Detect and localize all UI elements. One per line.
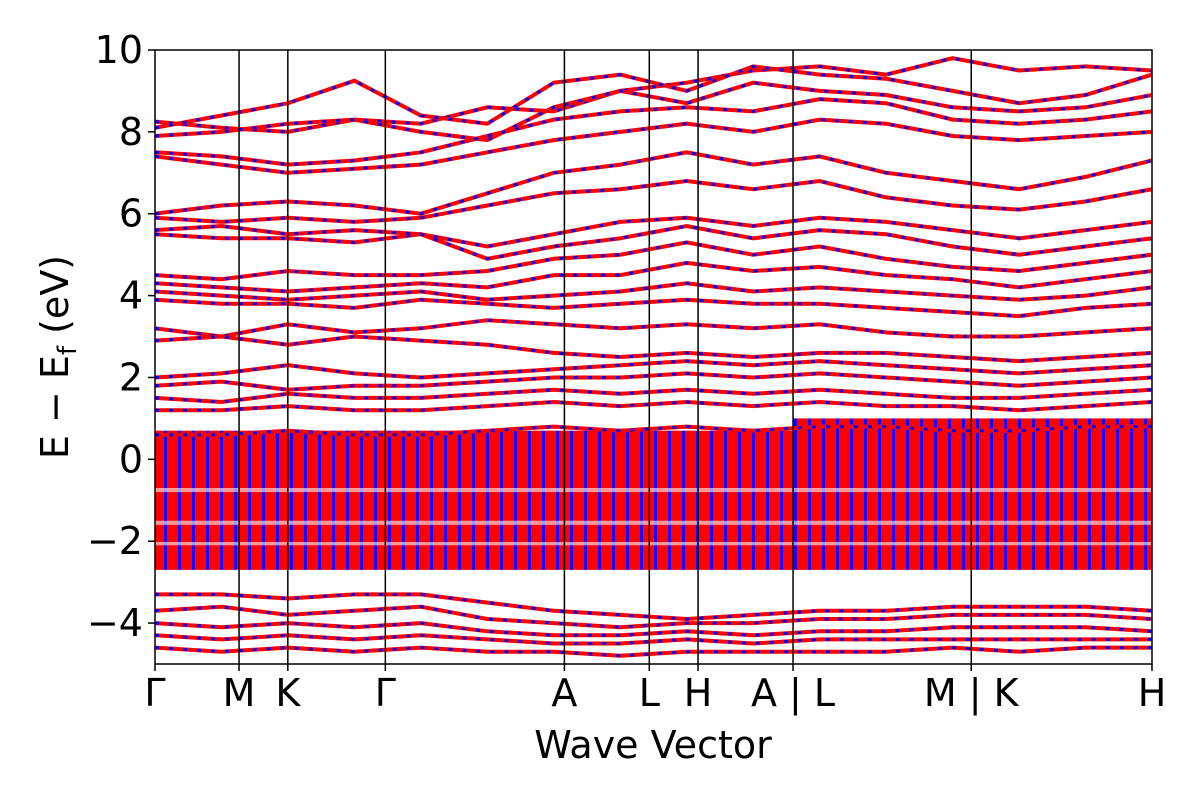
y-axis-ticks: 10 8 6 4 2 0 −2 −4 bbox=[87, 28, 155, 645]
band-line bbox=[155, 117, 1152, 175]
x-tick-label: Γ bbox=[375, 671, 396, 715]
band-line bbox=[155, 260, 1152, 294]
plot-frame bbox=[154, 49, 1153, 665]
band-line bbox=[155, 318, 1152, 339]
y-tick-label: 0 bbox=[119, 437, 143, 481]
band-line-dashed bbox=[155, 97, 1152, 167]
band-line bbox=[155, 387, 1152, 405]
band-line-dashed bbox=[155, 224, 1152, 261]
y-tick-label: 6 bbox=[119, 192, 143, 236]
band-line-dashed bbox=[155, 64, 1152, 130]
x-tick-label: M bbox=[223, 671, 256, 715]
y-axis-label-subscript: f bbox=[53, 345, 83, 355]
band-line bbox=[155, 80, 1152, 143]
x-tick-label: A | L bbox=[751, 671, 835, 716]
dense-band-block-left bbox=[155, 430, 794, 570]
band-line bbox=[155, 178, 1152, 224]
x-tick-label: L bbox=[639, 671, 660, 715]
band-lines bbox=[155, 56, 1152, 658]
band-line bbox=[155, 399, 1152, 413]
band-line-dashed bbox=[155, 334, 1152, 363]
band-line bbox=[155, 334, 1152, 364]
plot-area bbox=[155, 50, 1152, 664]
x-tick-label: Γ bbox=[144, 671, 165, 715]
dense-band-gap bbox=[155, 520, 1152, 525]
band-line-dashed bbox=[155, 150, 1152, 216]
y-axis-label-unit: (eV) bbox=[33, 255, 77, 346]
y-tick-label: 10 bbox=[95, 28, 143, 72]
band-line-dashed bbox=[155, 318, 1152, 339]
x-tick-label: K bbox=[275, 671, 301, 715]
x-tick-label: A bbox=[551, 671, 577, 715]
band-line bbox=[155, 604, 1152, 630]
band-line-dashed bbox=[155, 56, 1152, 134]
high-symmetry-lines bbox=[238, 50, 973, 664]
band-line bbox=[155, 359, 1152, 380]
band-line bbox=[155, 240, 1152, 282]
band-line bbox=[155, 633, 1152, 646]
x-tick-label: H bbox=[1138, 671, 1167, 715]
x-axis-label: Wave Vector bbox=[534, 723, 772, 767]
y-axis-label: E − Ef (eV) bbox=[33, 255, 83, 459]
band-line bbox=[155, 297, 1152, 319]
band-line bbox=[155, 592, 1152, 622]
y-tick-label: 4 bbox=[119, 274, 143, 318]
y-axis-label-main: E − E bbox=[33, 355, 77, 459]
dense-band-block-right bbox=[793, 418, 1152, 570]
y-tick-label: −4 bbox=[87, 601, 143, 645]
dense-band-gap bbox=[155, 487, 1152, 493]
band-line bbox=[155, 371, 1152, 392]
band-line bbox=[155, 424, 1152, 437]
band-line bbox=[155, 150, 1152, 216]
band-line bbox=[155, 645, 1152, 658]
y-tick-label: −2 bbox=[87, 519, 143, 563]
x-tick-label: H bbox=[684, 671, 713, 715]
dense-band-region bbox=[155, 418, 1152, 570]
x-tick-label: M | K bbox=[924, 671, 1020, 716]
y-tick-label: 2 bbox=[119, 355, 143, 399]
y-tick-label: 8 bbox=[119, 110, 143, 154]
band-line bbox=[155, 281, 1152, 302]
dense-band-gap bbox=[155, 542, 1152, 546]
band-line bbox=[155, 215, 1152, 249]
band-line bbox=[155, 621, 1152, 638]
